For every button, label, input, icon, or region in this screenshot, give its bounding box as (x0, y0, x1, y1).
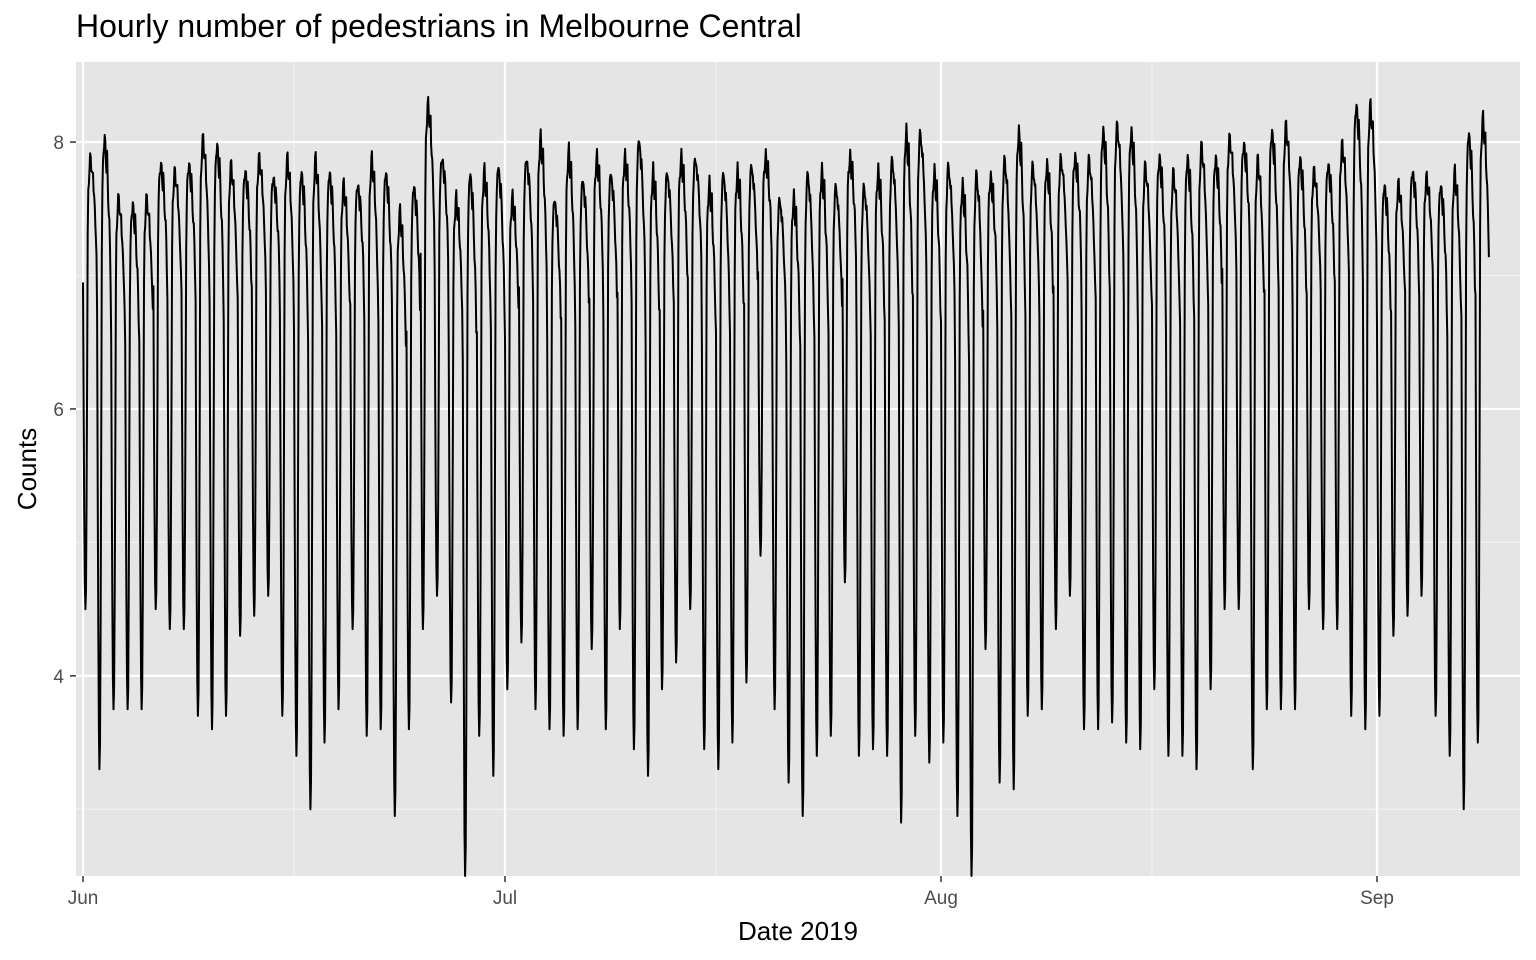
x-tick-label: Jul (493, 888, 517, 909)
x-tick-label: Aug (924, 888, 958, 909)
series-layer (82, 95, 1490, 877)
y-tick-label: 4 (53, 667, 64, 688)
chart-title: Hourly number of pedestrians in Melbourn… (76, 8, 802, 44)
y-tick-label: 8 (53, 133, 64, 154)
y-axis-title: Counts (12, 428, 42, 510)
series-line (82, 95, 1490, 877)
x-axis-title: Date 2019 (738, 916, 858, 946)
y-tick-label: 6 (53, 400, 64, 421)
axes: 4 6 8 Jun Jul Aug Sep (53, 133, 1393, 909)
x-tick-label: Sep (1360, 888, 1394, 909)
x-tick-label: Jun (68, 888, 99, 909)
